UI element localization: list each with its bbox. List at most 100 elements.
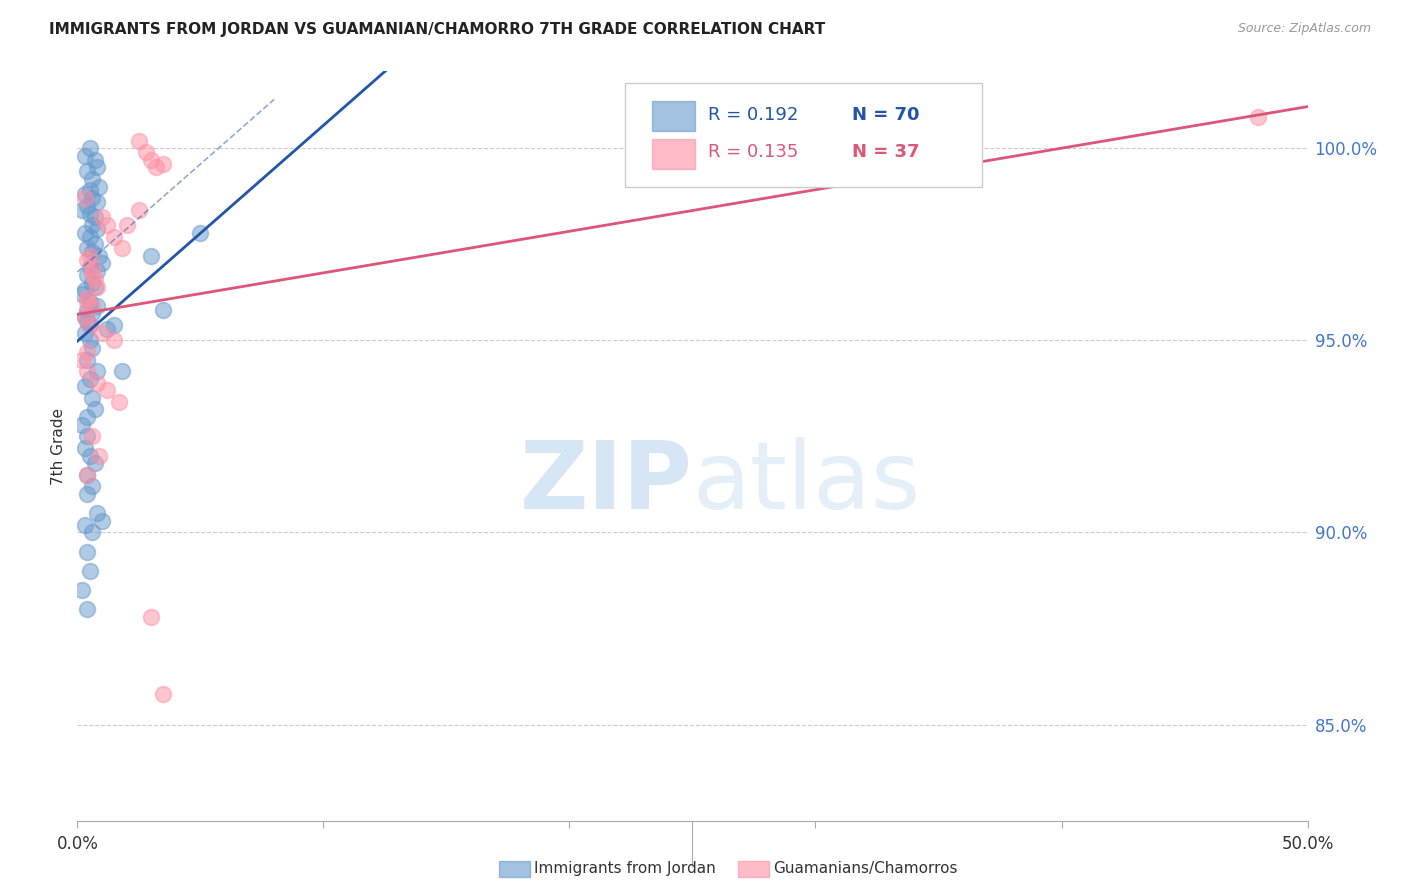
Point xyxy=(141,610,163,624)
Point xyxy=(79,206,101,220)
Point xyxy=(82,306,104,320)
Point xyxy=(103,334,125,348)
Point xyxy=(76,314,98,328)
Point xyxy=(82,299,104,313)
Point xyxy=(76,429,98,443)
Point xyxy=(79,564,101,578)
Point xyxy=(90,326,114,340)
FancyBboxPatch shape xyxy=(652,102,695,131)
Point xyxy=(76,294,98,309)
Point xyxy=(79,334,101,348)
Point xyxy=(82,191,104,205)
Point xyxy=(73,310,96,325)
Point xyxy=(76,302,98,317)
Point xyxy=(79,318,101,332)
FancyBboxPatch shape xyxy=(652,139,695,169)
Point xyxy=(76,252,98,267)
Point xyxy=(76,291,98,305)
Point xyxy=(83,456,105,470)
Point xyxy=(83,279,105,293)
Point xyxy=(83,211,105,225)
Point xyxy=(70,352,93,367)
Text: IMMIGRANTS FROM JORDAN VS GUAMANIAN/CHAMORRO 7TH GRADE CORRELATION CHART: IMMIGRANTS FROM JORDAN VS GUAMANIAN/CHAM… xyxy=(49,22,825,37)
Point xyxy=(73,326,96,340)
Point xyxy=(73,226,96,240)
Point xyxy=(70,202,93,217)
Point xyxy=(76,199,98,213)
Point xyxy=(111,364,132,378)
Point xyxy=(108,394,131,409)
Point xyxy=(83,272,105,286)
Point xyxy=(89,449,111,463)
Point xyxy=(73,191,96,205)
Point xyxy=(103,318,125,332)
Point xyxy=(79,318,101,332)
Text: Guamanians/Chamorros: Guamanians/Chamorros xyxy=(773,862,957,876)
Point xyxy=(83,237,105,252)
Point xyxy=(76,544,98,558)
Point xyxy=(76,602,98,616)
Point xyxy=(90,211,114,225)
Point xyxy=(79,294,101,309)
Point xyxy=(82,429,104,443)
Point xyxy=(76,364,98,378)
Text: N = 37: N = 37 xyxy=(852,144,920,161)
Point xyxy=(70,583,93,598)
Point xyxy=(188,226,212,240)
Point xyxy=(83,402,105,417)
Point xyxy=(79,184,101,198)
Point xyxy=(76,241,98,255)
Text: R = 0.135: R = 0.135 xyxy=(709,144,799,161)
Text: ZIP: ZIP xyxy=(520,437,693,530)
Point xyxy=(79,372,101,386)
Point xyxy=(86,299,108,313)
Point xyxy=(79,260,101,275)
Point xyxy=(1247,111,1270,125)
Point xyxy=(141,153,163,167)
Point xyxy=(76,352,98,367)
Point xyxy=(96,384,118,398)
Point xyxy=(115,218,138,232)
Text: N = 70: N = 70 xyxy=(852,106,920,124)
Point xyxy=(82,260,104,275)
Point xyxy=(86,264,108,278)
Point xyxy=(79,229,101,244)
Point xyxy=(73,441,96,455)
Point xyxy=(145,161,167,175)
Point xyxy=(76,410,98,425)
Text: Source: ZipAtlas.com: Source: ZipAtlas.com xyxy=(1237,22,1371,36)
Point xyxy=(82,479,104,493)
Point xyxy=(152,302,174,317)
Point xyxy=(82,172,104,186)
Point xyxy=(73,517,96,532)
Point xyxy=(73,284,96,298)
Point xyxy=(135,145,157,159)
Point xyxy=(70,287,93,301)
Point xyxy=(86,364,108,378)
Point xyxy=(82,268,104,282)
Point xyxy=(73,379,96,393)
Point xyxy=(79,141,101,155)
Point xyxy=(141,249,163,263)
Point xyxy=(76,467,98,482)
Point xyxy=(89,249,111,263)
Point xyxy=(73,310,96,325)
Point xyxy=(90,514,114,528)
Point xyxy=(82,341,104,355)
Point xyxy=(83,153,105,167)
Point xyxy=(86,222,108,236)
Point xyxy=(96,322,118,336)
Point xyxy=(152,687,174,701)
Point xyxy=(82,244,104,259)
Point xyxy=(86,194,108,209)
Point xyxy=(86,376,108,390)
Y-axis label: 7th Grade: 7th Grade xyxy=(51,408,66,484)
Text: Immigrants from Jordan: Immigrants from Jordan xyxy=(534,862,716,876)
Point xyxy=(86,506,108,520)
FancyBboxPatch shape xyxy=(624,83,981,187)
Point xyxy=(96,218,118,232)
Point xyxy=(76,487,98,501)
Point xyxy=(76,268,98,282)
Point xyxy=(79,449,101,463)
Point xyxy=(86,279,108,293)
